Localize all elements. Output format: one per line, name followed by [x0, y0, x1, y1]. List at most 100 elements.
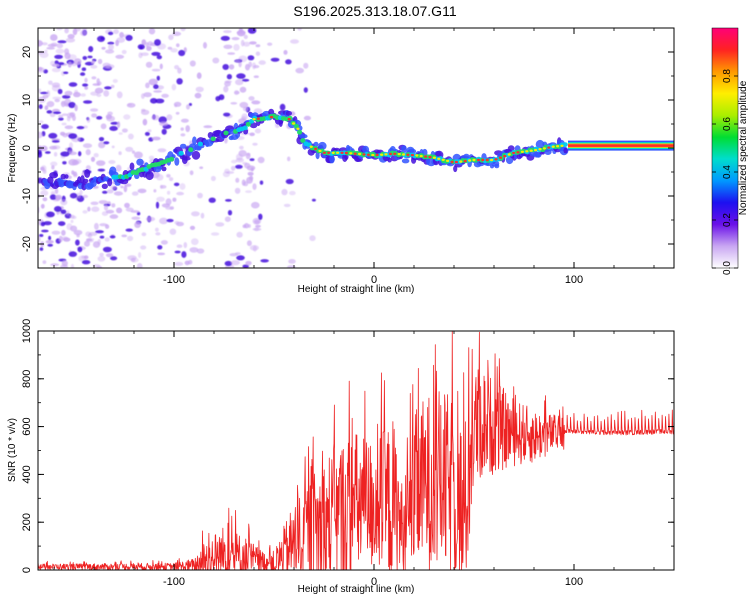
- snr-x-tick-label: 100: [565, 576, 583, 588]
- snr-x-tick-label: 0: [371, 576, 377, 588]
- spectrogram-noise-blob: [83, 100, 93, 104]
- spectrogram-noise-blob: [93, 153, 99, 158]
- spectrogram-noise-blob: [99, 252, 104, 257]
- spectrogram-noise-blob: [43, 221, 52, 226]
- spectrogram-noise-blob: [91, 60, 95, 64]
- spectrogram-noise-blob: [105, 64, 115, 69]
- spectrogram-noise-blob: [84, 77, 88, 83]
- spectrogram-noise-blob: [80, 93, 86, 97]
- spectrogram-noise-blob: [138, 252, 142, 258]
- spectrogram-noise-blob: [95, 230, 104, 234]
- spectrogram-noise-blob: [52, 96, 62, 100]
- spectrogram-noise-blob: [224, 137, 228, 144]
- spectrogram-noise-blob: [255, 44, 261, 48]
- spectrogram-noise-blob: [131, 216, 141, 220]
- spectrogram-noise-blob: [191, 211, 200, 217]
- snr-y-tick-label: 600: [21, 417, 33, 435]
- spectrogram-noise-blob: [68, 82, 78, 87]
- spectrogram-noise-blob: [54, 188, 59, 195]
- spectrogram-noise-blob: [108, 43, 114, 51]
- ridge-core-blob: [380, 153, 384, 156]
- spectrogram-noise-blob: [197, 192, 203, 199]
- spectrogram-noise-blob: [138, 52, 143, 59]
- spectrogram-noise-blob: [252, 245, 257, 252]
- spectrogram-noise-blob: [51, 140, 60, 143]
- spectrogram-noise-blob: [117, 121, 121, 128]
- ridge-mid-blob: [245, 121, 251, 127]
- spectrogram-noise-blob: [289, 190, 296, 196]
- ridge-halo-blob: [101, 183, 108, 189]
- ridge-core-blob: [318, 149, 322, 153]
- spectrogram-noise-blob: [67, 61, 72, 68]
- spectrogram-noise-blob: [288, 259, 296, 264]
- spectrogram-noise-blob: [46, 110, 53, 114]
- spectrogram-noise-blob: [158, 116, 167, 124]
- spectrogram-noise-blob: [157, 252, 166, 256]
- ridge-mid-blob: [169, 156, 175, 162]
- ridge-core-blob: [428, 155, 432, 159]
- spectrogram-noise-blob: [194, 92, 202, 99]
- spectrogram-noise-blob: [96, 78, 100, 85]
- spectrogram-noise-blob: [46, 101, 55, 108]
- spectrogram-y-tick-label: -20: [21, 236, 33, 252]
- ridge-core-blob: [432, 156, 436, 159]
- spectrogram-noise-blob: [61, 122, 67, 126]
- spectrogram-noise-blob: [116, 91, 123, 99]
- spectrogram-noise-blob: [84, 240, 90, 247]
- ridge-halo-blob: [278, 118, 283, 127]
- spectrogram-noise-blob: [49, 194, 57, 200]
- ridge-halo-blob: [298, 133, 308, 139]
- ridge-core-blob: [516, 151, 520, 154]
- spectrogram-noise-blob: [279, 103, 286, 111]
- spectrogram-noise-blob: [161, 128, 167, 135]
- spectrogram-noise-blob: [166, 174, 171, 178]
- spectrogram-noise-blob: [136, 263, 143, 268]
- spectrogram-y-tick-label: 10: [21, 94, 33, 106]
- spectrogram-noise-blob: [64, 52, 71, 60]
- spectrogram-noise-blob: [140, 52, 149, 56]
- spectrogram-noise-blob: [119, 32, 124, 38]
- spectrogram-noise-blob: [151, 114, 160, 121]
- ridge-core-blob: [353, 152, 357, 155]
- spectrogram-noise-blob: [258, 60, 266, 65]
- spectrogram-noise-blob: [215, 222, 225, 227]
- spectrogram-noise-blob: [185, 125, 190, 133]
- spectrogram-noise-blob: [97, 168, 106, 172]
- spectrogram-noise-blob: [50, 263, 60, 267]
- spectrogram-noise-blob: [257, 156, 265, 164]
- spectrogram-noise-blob: [270, 57, 280, 62]
- spectrogram-noise-blob: [177, 67, 182, 74]
- spectrogram-noise-blob: [248, 96, 255, 101]
- spectrogram-noise-blob: [199, 166, 204, 169]
- spectrogram-noise-blob: [54, 98, 60, 103]
- spectrogram-noise-blob: [123, 114, 131, 120]
- spectrogram-noise-blob: [68, 251, 78, 257]
- spectrogram-noise-blob: [131, 150, 136, 154]
- spectrogram-noise-blob: [148, 78, 158, 86]
- spectrogram-noise-blob: [166, 114, 173, 121]
- ridge-halo-blob: [313, 141, 319, 147]
- spectrogram-noise-blob: [228, 64, 235, 70]
- ridge-core-blob: [507, 153, 511, 156]
- spectrogram-noise-blob: [249, 175, 254, 181]
- spectrogram-noise-blob: [176, 221, 184, 227]
- spectrogram-noise-blob: [151, 68, 161, 72]
- ridge-core-blob: [503, 154, 507, 158]
- spectrogram-noise-blob: [255, 51, 261, 56]
- spectrogram-noise-blob: [55, 48, 65, 54]
- spectrogram-noise-blob: [82, 83, 89, 87]
- spectrogram-noise-blob: [73, 229, 83, 236]
- ridge-halo-blob: [107, 178, 113, 187]
- ridge-core-blob: [485, 158, 489, 162]
- snr-y-tick-label: 800: [21, 370, 33, 388]
- spectrogram-noise-blob: [236, 255, 245, 261]
- spectrogram-y-tick-label: 20: [21, 46, 33, 58]
- spectrogram-noise-blob: [224, 260, 233, 267]
- spectrogram-noise-blob: [311, 198, 316, 202]
- colorbar-ticks: 0.0 0.2 0.4 0.6 0.8: [712, 69, 738, 275]
- spectrogram-noise-blob: [91, 113, 98, 118]
- spectrogram-noise-blob: [226, 74, 232, 80]
- ridge-core-blob: [292, 122, 296, 125]
- spectrogram-noise-blob: [96, 160, 106, 167]
